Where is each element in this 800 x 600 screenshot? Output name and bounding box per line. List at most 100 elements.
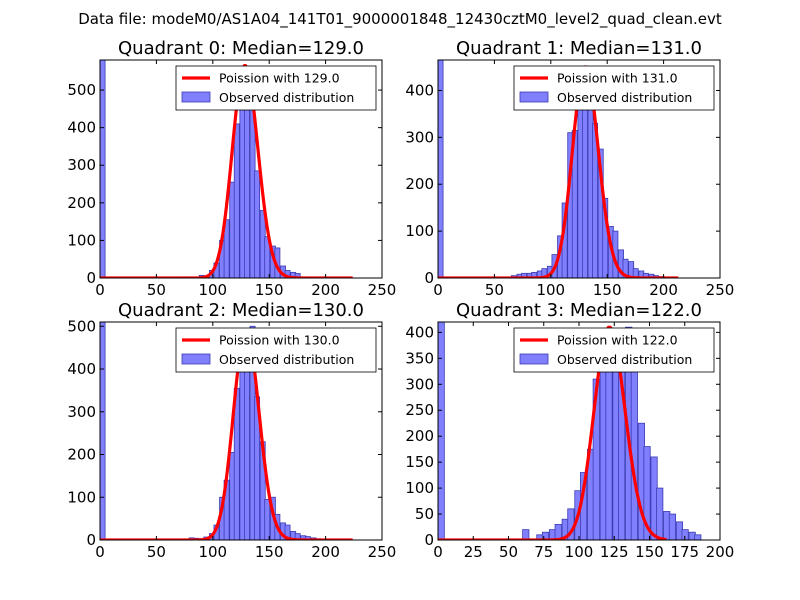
legend-label-poisson: Poission with 131.0 [557,71,678,86]
y-tick-label: 100 [67,231,96,249]
histogram-bar [100,322,106,540]
histogram-bar [632,268,639,278]
x-tick-label: 50 [147,543,166,561]
subplot-quadrant-1: Quadrant 1: Median=131.0 0 50 100 150 200 250 0… [405,38,734,299]
x-tick-label: 250 [706,281,735,299]
x-tick-label: 100 [198,281,227,299]
x-tick-label: 200 [311,543,340,561]
y-tick-label: 300 [67,156,96,174]
histogram-bar [622,258,629,278]
x-tick-label: 200 [649,281,678,299]
plot-area [100,322,354,540]
x-tick-label: 200 [706,543,735,561]
histogram-bar [294,533,301,540]
histogram-bar [541,531,550,540]
y-tick-label: 150 [405,453,434,471]
legend: Poission with 130.0 Observed distribution [175,327,377,373]
histogram-bar [254,170,261,278]
plot-area [100,60,354,278]
histogram-bar [438,60,444,278]
x-tick-label: 50 [485,281,504,299]
legend-label-poisson: Poission with 130.0 [219,333,340,348]
plot-area [438,322,702,540]
x-tick-label: 175 [670,543,699,561]
histogram-bar [100,60,106,278]
x-tick-label: 200 [311,281,340,299]
histogram-bar [694,534,702,540]
x-tick-label: 150 [255,543,284,561]
histogram-bar [605,370,613,540]
x-tick-label: 100 [198,543,227,561]
x-tick-label: 250 [368,543,397,561]
y-tick-label: 400 [67,119,96,137]
histogram-bar [438,322,445,540]
legend-label-observed: Observed distribution [557,352,692,367]
legend-box [513,327,715,373]
subplot-quadrant-2: Quadrant 2: Median=130.0 0 50 100 150 200 250 0… [67,300,396,561]
y-tick-label: 100 [405,222,434,240]
x-tick-label: 0 [433,543,443,561]
legend-label-poisson: Poission with 122.0 [557,333,678,348]
y-tick-label: 0 [424,531,434,549]
axes-frame [437,59,721,279]
histogram-bar [531,271,538,278]
legend: Poission with 129.0 Observed distribution [175,65,377,111]
axes-frame [99,59,383,279]
x-tick-label: 25 [464,543,483,561]
legend-patch-swatch [181,353,211,365]
legend-patch-swatch [181,91,211,103]
histogram-bar [521,272,527,278]
legend-label-observed: Observed distribution [219,90,354,105]
x-tick-label: 75 [534,543,553,561]
histogram-bar [223,219,230,278]
legend-label-observed: Observed distribution [557,90,692,105]
y-tick-label: 400 [405,81,434,99]
legend-label-observed: Observed distribution [219,352,354,367]
histogram-bar [541,268,548,278]
subplot-title: Quadrant 1: Median=131.0 [456,38,702,59]
y-tick-label: 350 [405,349,434,367]
histogram-bar [243,353,250,540]
y-tick-label: 50 [415,505,434,523]
x-tick-label: 250 [368,281,397,299]
y-tick-label: 0 [424,269,434,287]
subplot-title: Quadrant 2: Median=130.0 [118,300,364,321]
subplot-grid: Quadrant 0: Median=129.00 50 100 150 200 2500… [67,38,734,561]
histogram-bar [233,123,240,278]
y-tick-label: 300 [67,403,96,421]
y-tick-label: 200 [67,446,96,464]
x-tick-label: 150 [593,281,622,299]
y-tick-label: 0 [86,531,96,549]
x-tick-label: 0 [433,281,443,299]
x-tick-label: 150 [635,543,664,561]
y-tick-label: 300 [405,128,434,146]
legend-label-poisson: Poission with 129.0 [219,71,340,86]
y-tick-label: 500 [67,317,96,335]
legend-box [513,65,715,111]
figure-suptitle: Data file: modeM0/AS1A04_141T01_90000018… [78,10,722,29]
poisson-curve [100,328,354,540]
x-tick-label: 100 [536,281,565,299]
histogram-bar [554,524,562,540]
subplot-title: Quadrant 3: Median=122.0 [456,300,702,321]
x-tick-label: 0 [95,543,105,561]
histogram-bar [264,498,271,540]
histogram-bar [668,513,676,540]
y-tick-label: 500 [67,81,96,99]
subplot-quadrant-0: Quadrant 0: Median=129.0 0 50 100 150 200 250 0… [67,38,396,299]
y-tick-label: 250 [405,401,434,419]
legend: Poission with 131.0 Observed distribution [513,65,715,111]
y-tick-label: 400 [67,360,96,378]
legend-patch-swatch [519,91,549,103]
subplot-title: Quadrant 0: Median=129.0 [118,38,364,59]
axes-frame [99,321,383,541]
subplot-quadrant-3: Quadrant 3: Median=122.0 0 25 50 75 100 125 150… [405,300,734,561]
x-tick-label: 50 [147,281,166,299]
y-tick-label: 300 [405,375,434,393]
y-tick-label: 200 [67,194,96,212]
x-tick-label: 0 [95,281,105,299]
x-tick-label: 125 [600,543,629,561]
legend-box [175,327,377,373]
poisson-curve [100,64,354,278]
